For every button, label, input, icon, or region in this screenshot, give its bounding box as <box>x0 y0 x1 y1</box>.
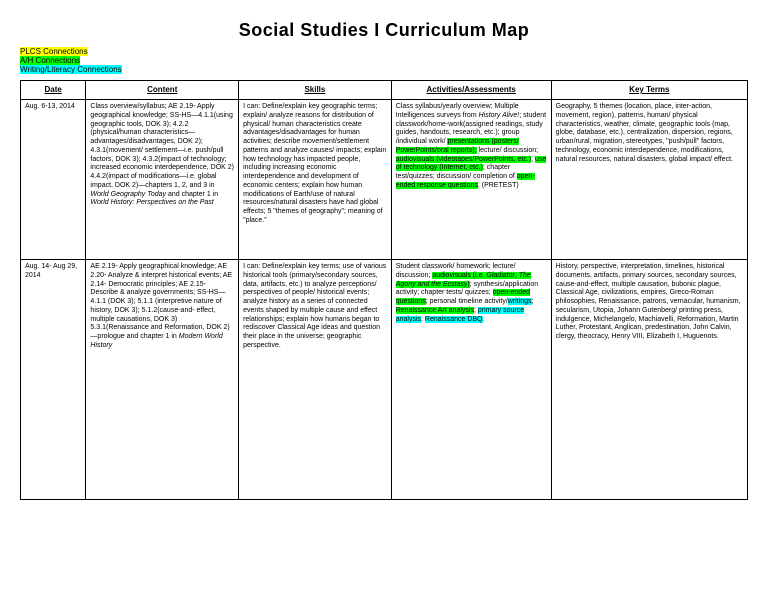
text-run: . <box>483 316 485 323</box>
table-row: Aug. 14- Aug 29, 2014AE 2.19- Apply geog… <box>21 260 748 500</box>
legend: PLCS Connections A/H Connections Writing… <box>20 47 748 74</box>
text-run: writings <box>508 298 532 305</box>
text-run: and chapter 1 in <box>166 191 218 198</box>
cell-content: AE 2.19- Apply geographical knowledge; A… <box>86 260 239 500</box>
col-content: Content <box>86 81 239 100</box>
col-activities: Activities/Assessments <box>391 81 551 100</box>
text-run: World Geography Today <box>90 191 166 198</box>
text-run: ; <box>532 298 534 305</box>
text-run: Renaissance DBQ <box>425 316 483 323</box>
text-run: History Alive! <box>479 112 520 119</box>
cell-activities: Class syllabus/yearly overview; Multiple… <box>391 100 551 260</box>
cell-terms: Geography, 5 themes (location, place, in… <box>551 100 747 260</box>
legend-ah: A/H Connections <box>20 56 80 65</box>
text-run: audiovisuals (i.e. <box>432 272 486 279</box>
col-date: Date <box>21 81 86 100</box>
cell-terms: History, perspective, interpretation, ti… <box>551 260 747 500</box>
text-run: Gladiator <box>486 272 514 279</box>
text-run: . (PRETEST) <box>478 182 519 189</box>
table-row: Aug. 6-13, 2014Class overview/syllabus; … <box>21 100 748 260</box>
curriculum-table: Date Content Skills Activities/Assessmen… <box>20 80 748 500</box>
text-run: lecture/ discussion; <box>477 147 538 154</box>
cell-skills: I can: Define/explain key geographic ter… <box>239 100 392 260</box>
legend-writing: Writing/Literacy Connections <box>20 65 122 74</box>
cell-date: Aug. 6-13, 2014 <box>21 100 86 260</box>
text-run: Class overview/syllabus; AE 2.19- Apply … <box>90 103 234 189</box>
page-title: Social Studies I Curriculum Map <box>20 20 748 41</box>
legend-plcs: PLCS Connections <box>20 47 88 56</box>
text-run: World History: Perspectives on the Past <box>90 199 213 206</box>
col-skills: Skills <box>239 81 392 100</box>
text-run: audiovisuals (videotapes/PowerPoints, et… <box>396 156 531 163</box>
text-run: AE 2.19- Apply geographical knowledge; A… <box>90 263 232 340</box>
col-terms: Key Terms <box>551 81 747 100</box>
cell-skills: I can: Define/explain key terms; use of … <box>239 260 392 500</box>
cell-content: Class overview/syllabus; AE 2.19- Apply … <box>86 100 239 260</box>
cell-date: Aug. 14- Aug 29, 2014 <box>21 260 86 500</box>
text-run: ; personal timeline activity/ <box>426 298 508 305</box>
text-run: Renaissance Art analysis <box>396 307 474 314</box>
table-header-row: Date Content Skills Activities/Assessmen… <box>21 81 748 100</box>
cell-activities: Student classwork/ homework; lecture/ di… <box>391 260 551 500</box>
